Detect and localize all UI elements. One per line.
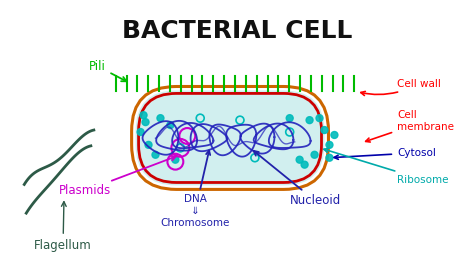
Text: Flagellum: Flagellum <box>34 202 92 252</box>
Text: DNA
⇓
Chromosome: DNA ⇓ Chromosome <box>161 151 230 227</box>
FancyBboxPatch shape <box>136 90 325 185</box>
Circle shape <box>321 127 328 134</box>
Circle shape <box>296 156 303 163</box>
Circle shape <box>326 154 333 161</box>
Text: Plasmids: Plasmids <box>58 156 176 197</box>
Circle shape <box>301 161 308 168</box>
Circle shape <box>152 151 159 158</box>
Circle shape <box>172 156 179 163</box>
Circle shape <box>145 142 152 148</box>
Text: Cytosol: Cytosol <box>334 148 436 159</box>
Circle shape <box>137 128 144 135</box>
Text: Nucleoid: Nucleoid <box>254 151 341 207</box>
Circle shape <box>142 119 149 126</box>
Circle shape <box>326 142 333 148</box>
Circle shape <box>311 151 318 158</box>
Text: BACTERIAL CELL: BACTERIAL CELL <box>122 19 352 43</box>
Text: Pili: Pili <box>89 60 127 81</box>
Text: Cell
membrane: Cell membrane <box>365 110 454 142</box>
Circle shape <box>286 115 293 122</box>
Circle shape <box>306 117 313 124</box>
Circle shape <box>140 112 147 119</box>
Text: Cell wall: Cell wall <box>361 78 441 95</box>
Circle shape <box>157 115 164 122</box>
Circle shape <box>331 131 338 138</box>
Circle shape <box>167 122 174 128</box>
Circle shape <box>316 115 323 122</box>
Text: Ribosome: Ribosome <box>324 148 448 185</box>
